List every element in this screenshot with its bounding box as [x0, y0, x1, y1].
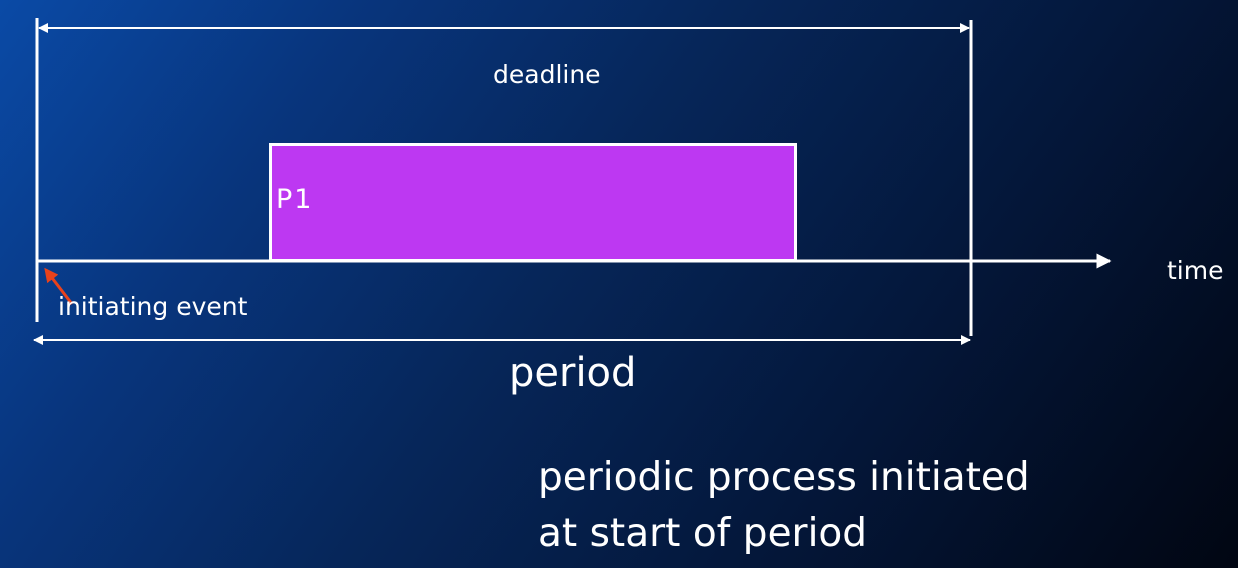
deadline-label: deadline	[493, 60, 601, 89]
initiating-event-arrow	[44, 267, 74, 305]
process-p1-box	[269, 143, 797, 262]
process-label: P1	[276, 184, 314, 215]
period-label: period	[509, 350, 637, 396]
caption: periodic process initiated at start of p…	[538, 450, 1030, 562]
caption-line-1: periodic process initiated	[538, 455, 1030, 500]
time-axis-label: time	[1167, 256, 1224, 285]
caption-line-2: at start of period	[538, 511, 868, 556]
initiating-event-label: initiating event	[58, 292, 248, 321]
